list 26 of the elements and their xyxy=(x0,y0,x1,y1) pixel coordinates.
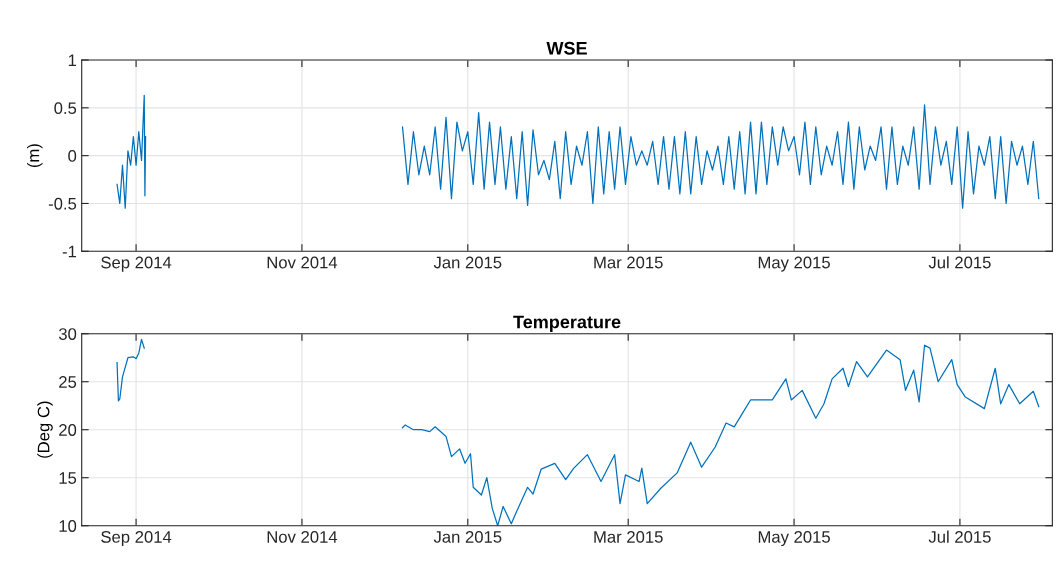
y-axis-title: (m) xyxy=(27,144,43,168)
y-tick-label: 15 xyxy=(59,472,77,484)
x-tick-label: Jul 2015 xyxy=(928,530,991,543)
y-tick-label: 20 xyxy=(59,424,77,436)
x-tick-label: Mar 2015 xyxy=(594,531,663,543)
x-tick-label: Nov 2014 xyxy=(267,531,338,543)
x-tick-label: Jan 2015 xyxy=(433,531,502,543)
y-tick-label: -0.5 xyxy=(48,197,77,210)
x-tick-label: Jan 2015 xyxy=(433,256,502,269)
x-tick-label: Nov 2014 xyxy=(267,256,338,269)
y-tick-label: 0.5 xyxy=(54,102,77,115)
y-tick-label: 25 xyxy=(59,376,77,388)
chart-title: WSE xyxy=(546,41,587,55)
x-tick-label: Jul 2015 xyxy=(928,256,991,269)
y-axis-title: (Deg C) xyxy=(37,401,53,458)
x-tick-label: Sep 2014 xyxy=(101,531,172,547)
x-tick-label: May 2015 xyxy=(758,531,830,547)
x-tick-label: Mar 2015 xyxy=(594,256,663,269)
y-tick-label: 0 xyxy=(68,150,77,162)
x-tick-label: Sep 2014 xyxy=(101,256,172,272)
y-tick-label: 10 xyxy=(59,520,77,532)
y-tick-label: 1 xyxy=(68,54,77,67)
x-tick-label: May 2015 xyxy=(758,256,830,272)
y-tick-label: -1 xyxy=(62,245,77,258)
y-tick-label: 30 xyxy=(58,328,77,340)
chart-title: Temperature xyxy=(513,315,621,332)
